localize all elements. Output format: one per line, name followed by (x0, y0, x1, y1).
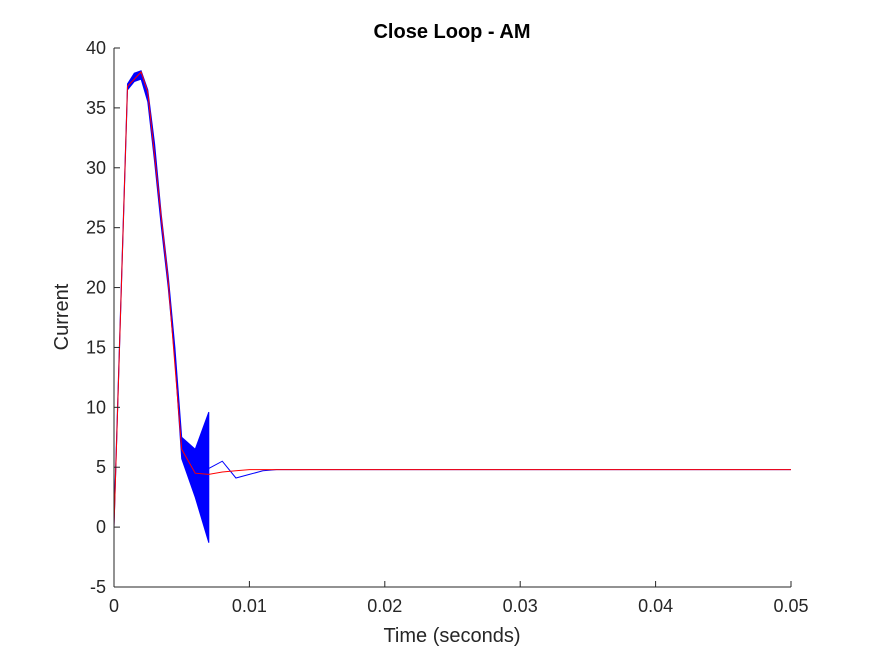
x-tick-label: 0.01 (232, 596, 267, 616)
y-tick-label: 10 (86, 397, 106, 417)
y-axis-label: Current (51, 283, 73, 350)
oscillation-band (113, 70, 210, 543)
x-tick-label: 0.02 (367, 596, 402, 616)
x-tick-label: 0.04 (638, 596, 673, 616)
plot-area (114, 48, 791, 587)
y-ticks: -5 0 5 10 15 20 25 30 35 40 (86, 38, 120, 597)
y-tick-label: 0 (96, 517, 106, 537)
y-tick-label: 15 (86, 337, 106, 357)
y-tick-label: 25 (86, 218, 106, 238)
chart-title: Close Loop - AM (373, 21, 530, 43)
y-tick-label: -5 (90, 577, 106, 597)
axes-layer (113, 48, 791, 588)
y-tick-label: 35 (86, 98, 106, 118)
x-tick-label: 0.05 (773, 596, 808, 616)
x-ticks: 0 0.01 0.02 0.03 0.04 0.05 (109, 581, 809, 616)
y-tick-label: 20 (86, 278, 106, 298)
y-tick-label: 40 (86, 38, 106, 58)
y-tick-label: 30 (86, 158, 106, 178)
x-tick-label: 0 (109, 596, 119, 616)
series-line-2 (113, 71, 791, 528)
data-layer (113, 70, 791, 543)
y-tick-label: 5 (96, 457, 106, 477)
x-axis-label: Time (seconds) (383, 625, 520, 647)
x-tick-label: 0.03 (503, 596, 538, 616)
